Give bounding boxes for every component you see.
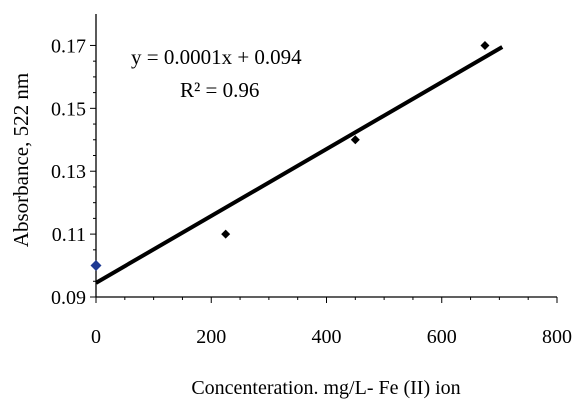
x-axis-label: Concenteration. mg/L- Fe (II) ion bbox=[191, 377, 460, 399]
y-tick-label: 0.09 bbox=[51, 287, 86, 309]
data-point bbox=[221, 229, 231, 239]
data-point bbox=[90, 260, 102, 272]
y-tick-label: 0.15 bbox=[51, 98, 86, 120]
trendline-group bbox=[94, 45, 504, 285]
data-point bbox=[350, 135, 360, 145]
y-tick-label: 0.13 bbox=[51, 161, 86, 183]
data-points bbox=[90, 40, 490, 272]
x-tick-label: 200 bbox=[196, 326, 226, 348]
x-tick-label: 600 bbox=[427, 326, 457, 348]
y-tick-label: 0.17 bbox=[51, 35, 86, 57]
x-tick-label: 0 bbox=[91, 326, 101, 348]
y-tick-label: 0.11 bbox=[52, 224, 86, 246]
trendline-equation: y = 0.0001x + 0.094 bbox=[131, 45, 302, 69]
data-point bbox=[480, 40, 490, 50]
labels: y = 0.0001x + 0.094 R² = 0.96 Concentera… bbox=[9, 45, 461, 399]
trendline-r2: R² = 0.96 bbox=[180, 78, 259, 102]
y-axis-label: Absorbance, 522 nm bbox=[9, 73, 33, 247]
x-tick-label: 800 bbox=[542, 326, 572, 348]
trendline bbox=[94, 45, 504, 285]
x-tick-label: 400 bbox=[312, 326, 342, 348]
ticks: 0 200 400 600 800 0.09 0.11 0.13 0.15 0.17 bbox=[51, 35, 572, 348]
